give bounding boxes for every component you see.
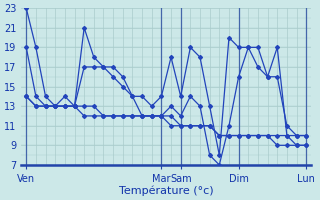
X-axis label: Température (°c): Température (°c) (119, 185, 213, 196)
